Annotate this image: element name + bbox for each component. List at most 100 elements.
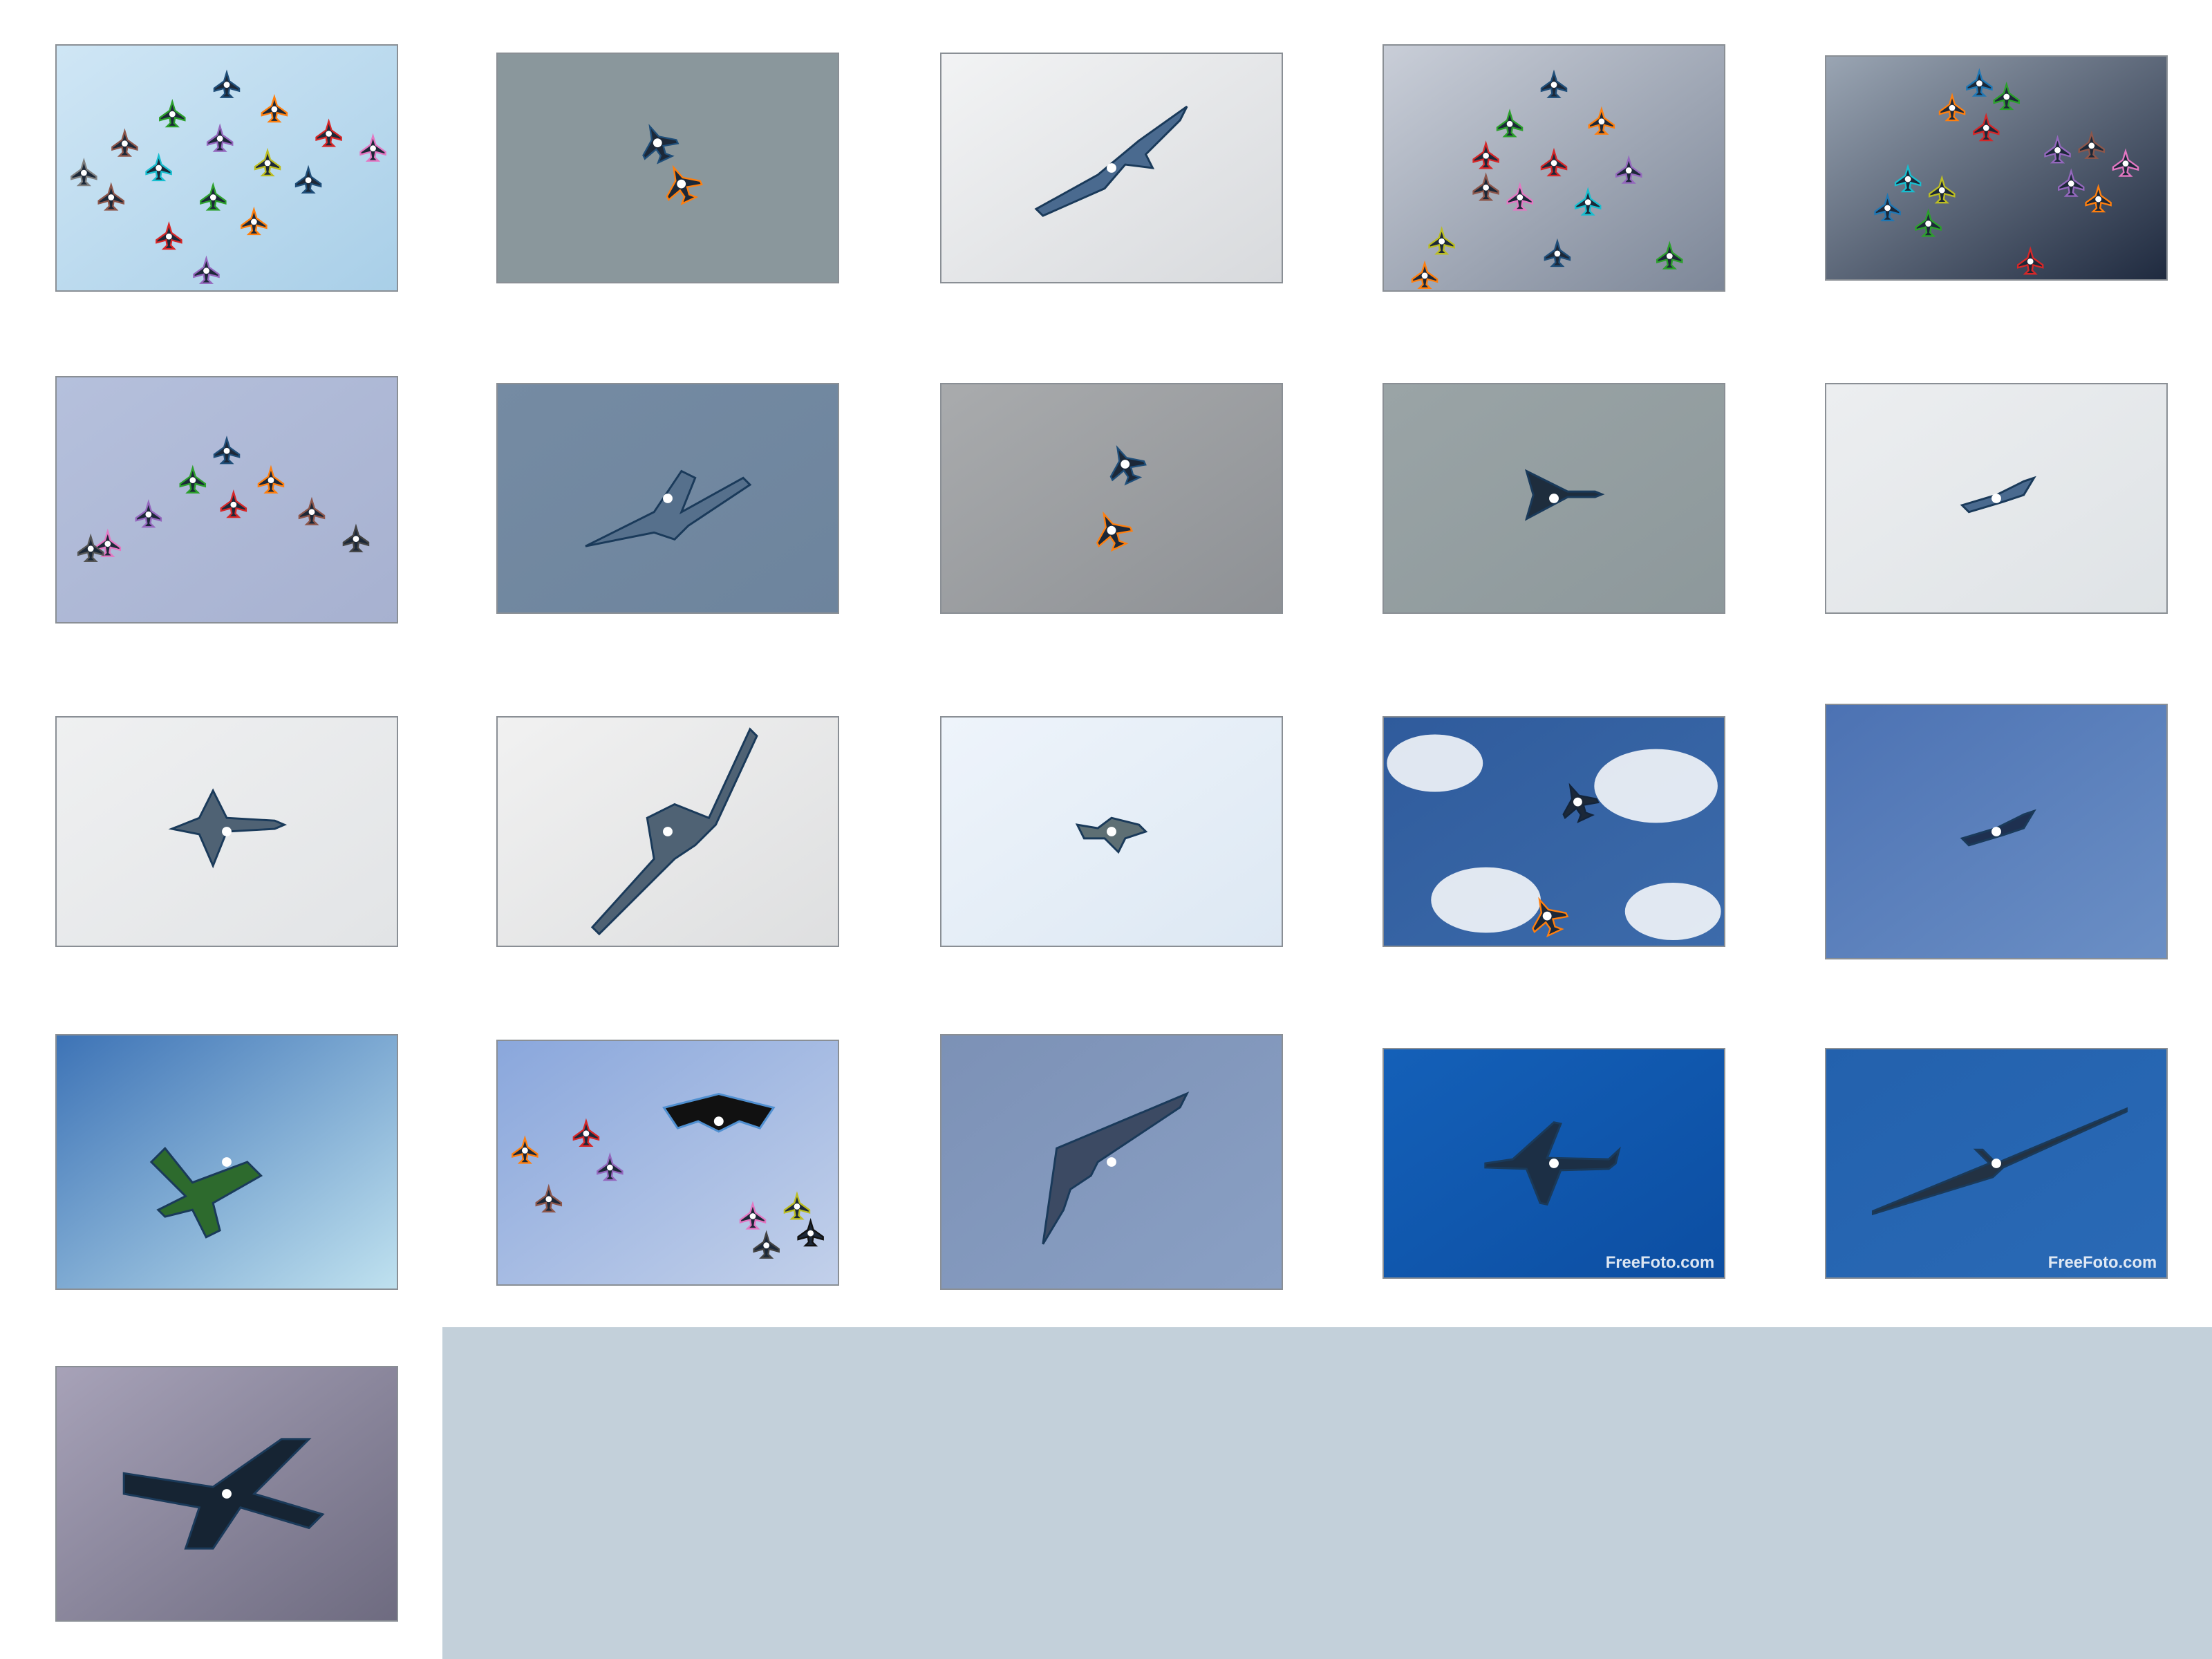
center-marker	[222, 827, 232, 836]
aircraft-marker	[1496, 109, 1524, 138]
aircraft-marker	[1615, 155, 1642, 184]
aircraft-marker	[359, 133, 386, 162]
aircraft-marker	[261, 93, 288, 123]
aircraft-marker	[2044, 135, 2071, 164]
glider-aircraft	[1871, 1107, 2128, 1216]
aircraft-marker	[2112, 148, 2139, 177]
aircraft-marker	[1096, 511, 1134, 552]
jet-aircraft	[1034, 105, 1188, 217]
aircraft-marker	[1540, 69, 1568, 98]
center-marker	[1107, 163, 1116, 173]
aircraft-marker	[1540, 147, 1568, 177]
center-marker	[1991, 1159, 2001, 1168]
center-marker	[1107, 1157, 1116, 1167]
aircraft-marker	[1938, 92, 1966, 122]
watermark-text: FreeFoto.com	[2048, 1253, 2157, 1272]
thumbnail-typhoon-white[interactable]	[55, 716, 398, 947]
aircraft-marker	[1874, 192, 1901, 222]
aircraft-marker	[200, 182, 227, 211]
aircraft-marker	[220, 489, 247, 518]
thumbnail-pair-cloudy[interactable]	[940, 383, 1283, 614]
aircraft-marker	[145, 152, 172, 182]
aircraft-marker	[193, 255, 220, 284]
thumbnail-stealth-formation[interactable]	[496, 1040, 839, 1286]
aircraft-marker	[642, 124, 679, 165]
thumbnail-formation-dark-cloud[interactable]	[1382, 44, 1725, 292]
thumbnail-formation-night-sun[interactable]	[1825, 55, 2168, 281]
aircraft-marker	[1506, 182, 1534, 211]
thumbnail-glider-freefoto[interactable]: FreeFoto.com	[1825, 1048, 2168, 1279]
aircraft-marker	[315, 118, 342, 147]
aircraft-marker	[1656, 241, 1683, 270]
aircraft-marker	[254, 147, 281, 177]
aircraft-marker	[2085, 183, 2112, 213]
thumbnail-jet-tilted-cloud[interactable]	[940, 53, 1283, 283]
center-marker	[1549, 494, 1559, 503]
center-marker	[222, 1489, 232, 1499]
delta-aircraft	[1524, 469, 1605, 521]
sky-background	[1826, 57, 2166, 279]
aircraft-marker	[1109, 444, 1147, 486]
thumbnail-pair-grey[interactable]	[496, 53, 839, 283]
thumbnail-airliner-sunburst[interactable]	[55, 1034, 398, 1290]
aircraft-marker	[71, 157, 97, 187]
aircraft-marker	[179, 465, 207, 494]
aircraft-marker	[213, 69, 241, 98]
aircraft-marker	[512, 1135, 538, 1164]
thumbnail-arrow-formation[interactable]	[55, 376, 398, 624]
aircraft-marker	[597, 1152, 624, 1181]
aircraft-marker	[2057, 168, 2085, 197]
thumbnail-airliner-clouds[interactable]	[1382, 716, 1725, 947]
aircraft-marker	[298, 496, 326, 525]
thumbnail-formation-colored-sky[interactable]	[55, 44, 398, 292]
aircraft-marker	[572, 1118, 600, 1147]
aircraft-marker	[1411, 260, 1438, 289]
airliner-green-aircraft	[149, 1146, 263, 1239]
aircraft-marker	[206, 123, 234, 152]
atlas-aircraft	[590, 727, 758, 936]
aircraft-marker	[342, 523, 370, 552]
aircraft-marker	[213, 435, 241, 465]
transport-aircraft	[585, 469, 752, 547]
aircraft-marker	[1993, 81, 2021, 111]
aircraft-marker	[1894, 163, 1922, 193]
sky-background	[57, 377, 397, 622]
aircraft-marker	[1562, 782, 1600, 823]
aircraft-marker	[97, 182, 124, 211]
watermark-text: FreeFoto.com	[1606, 1253, 1714, 1272]
aircraft-marker	[135, 499, 162, 528]
aircraft-marker	[2016, 246, 2044, 275]
thumbnail-jet-blue-high[interactable]	[1825, 704, 2168, 959]
aircraft-marker	[257, 465, 285, 494]
thumbnail-transport-blue[interactable]	[496, 383, 839, 614]
center-marker	[663, 827, 673, 836]
thumbnail-jumbo-dusk[interactable]	[55, 1366, 398, 1622]
thumbnail-stealth-single[interactable]	[940, 1034, 1283, 1290]
center-marker	[1549, 1159, 1559, 1168]
thumbnail-bizjet-freefoto[interactable]: FreeFoto.com	[1382, 1048, 1725, 1279]
aircraft-marker	[797, 1217, 824, 1247]
aircraft-marker	[739, 1201, 767, 1230]
aircraft-marker	[241, 206, 268, 236]
stealth-bomber	[662, 1093, 776, 1133]
center-marker	[222, 1157, 232, 1167]
empty-grid-area	[442, 1327, 2212, 1659]
aircraft-marker	[294, 165, 322, 194]
aircraft-marker	[1472, 140, 1499, 169]
aircraft-marker	[1428, 226, 1455, 255]
center-marker	[1991, 494, 2001, 503]
thumbnail-atlas-white[interactable]	[496, 716, 839, 947]
aircraft-marker	[1929, 175, 1956, 204]
aircraft-marker	[535, 1183, 563, 1212]
aircraft-marker	[1972, 112, 2000, 142]
aircraft-marker	[753, 1230, 780, 1259]
aircraft-marker	[2078, 130, 2106, 159]
thumbnail-delta-grey[interactable]	[1382, 383, 1725, 614]
aircraft-marker	[156, 221, 182, 250]
sky-background	[498, 1041, 838, 1284]
aircraft-marker	[783, 1191, 811, 1220]
thumbnail-spitfire-pale[interactable]	[940, 716, 1283, 947]
aircraft-marker	[666, 165, 703, 205]
thumbnail-jet-white[interactable]	[1825, 383, 2168, 614]
aircraft-marker	[1472, 172, 1499, 201]
